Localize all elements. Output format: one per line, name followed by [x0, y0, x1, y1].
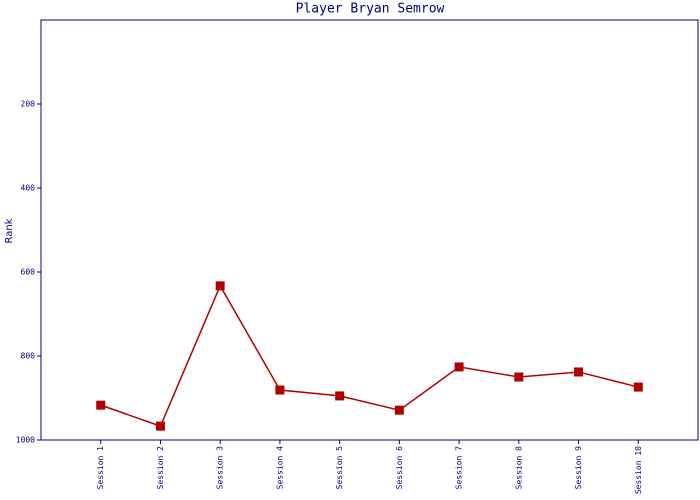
x-tick-label: Session 1 — [96, 446, 105, 490]
point-marker — [215, 281, 225, 291]
point-marker — [574, 367, 584, 377]
series-line — [100, 284, 639, 428]
y-tick-label: 1000 — [16, 436, 35, 445]
point-marker — [275, 385, 285, 395]
point-marker — [155, 421, 165, 431]
y-tick-label: 600 — [21, 268, 36, 277]
x-tick-label: Session 8 — [514, 446, 523, 490]
point-marker — [454, 362, 464, 372]
x-tick-label: Session 2 — [156, 446, 165, 490]
x-tick-label: Session 6 — [395, 446, 404, 490]
point-marker — [633, 382, 643, 392]
x-tick-label: Session 3 — [216, 446, 225, 490]
y-tick-label: 800 — [21, 352, 36, 361]
point-marker — [394, 405, 404, 415]
x-tick-label: Session 9 — [574, 446, 583, 490]
point-marker — [514, 372, 524, 382]
y-axis-label: Rank — [4, 218, 15, 243]
x-tick-label: Session 4 — [275, 446, 284, 490]
point-marker — [96, 400, 106, 410]
point-marker — [335, 391, 345, 401]
x-tick-label: Session 5 — [335, 446, 344, 490]
x-tick-label: Session 7 — [455, 446, 464, 490]
y-tick-label: 200 — [21, 100, 36, 109]
chart-title: Player Bryan Semrow — [296, 2, 445, 17]
x-tick-label: Session 10 — [634, 446, 643, 494]
y-tick-label: 400 — [21, 184, 36, 193]
plot-area — [40, 19, 699, 441]
